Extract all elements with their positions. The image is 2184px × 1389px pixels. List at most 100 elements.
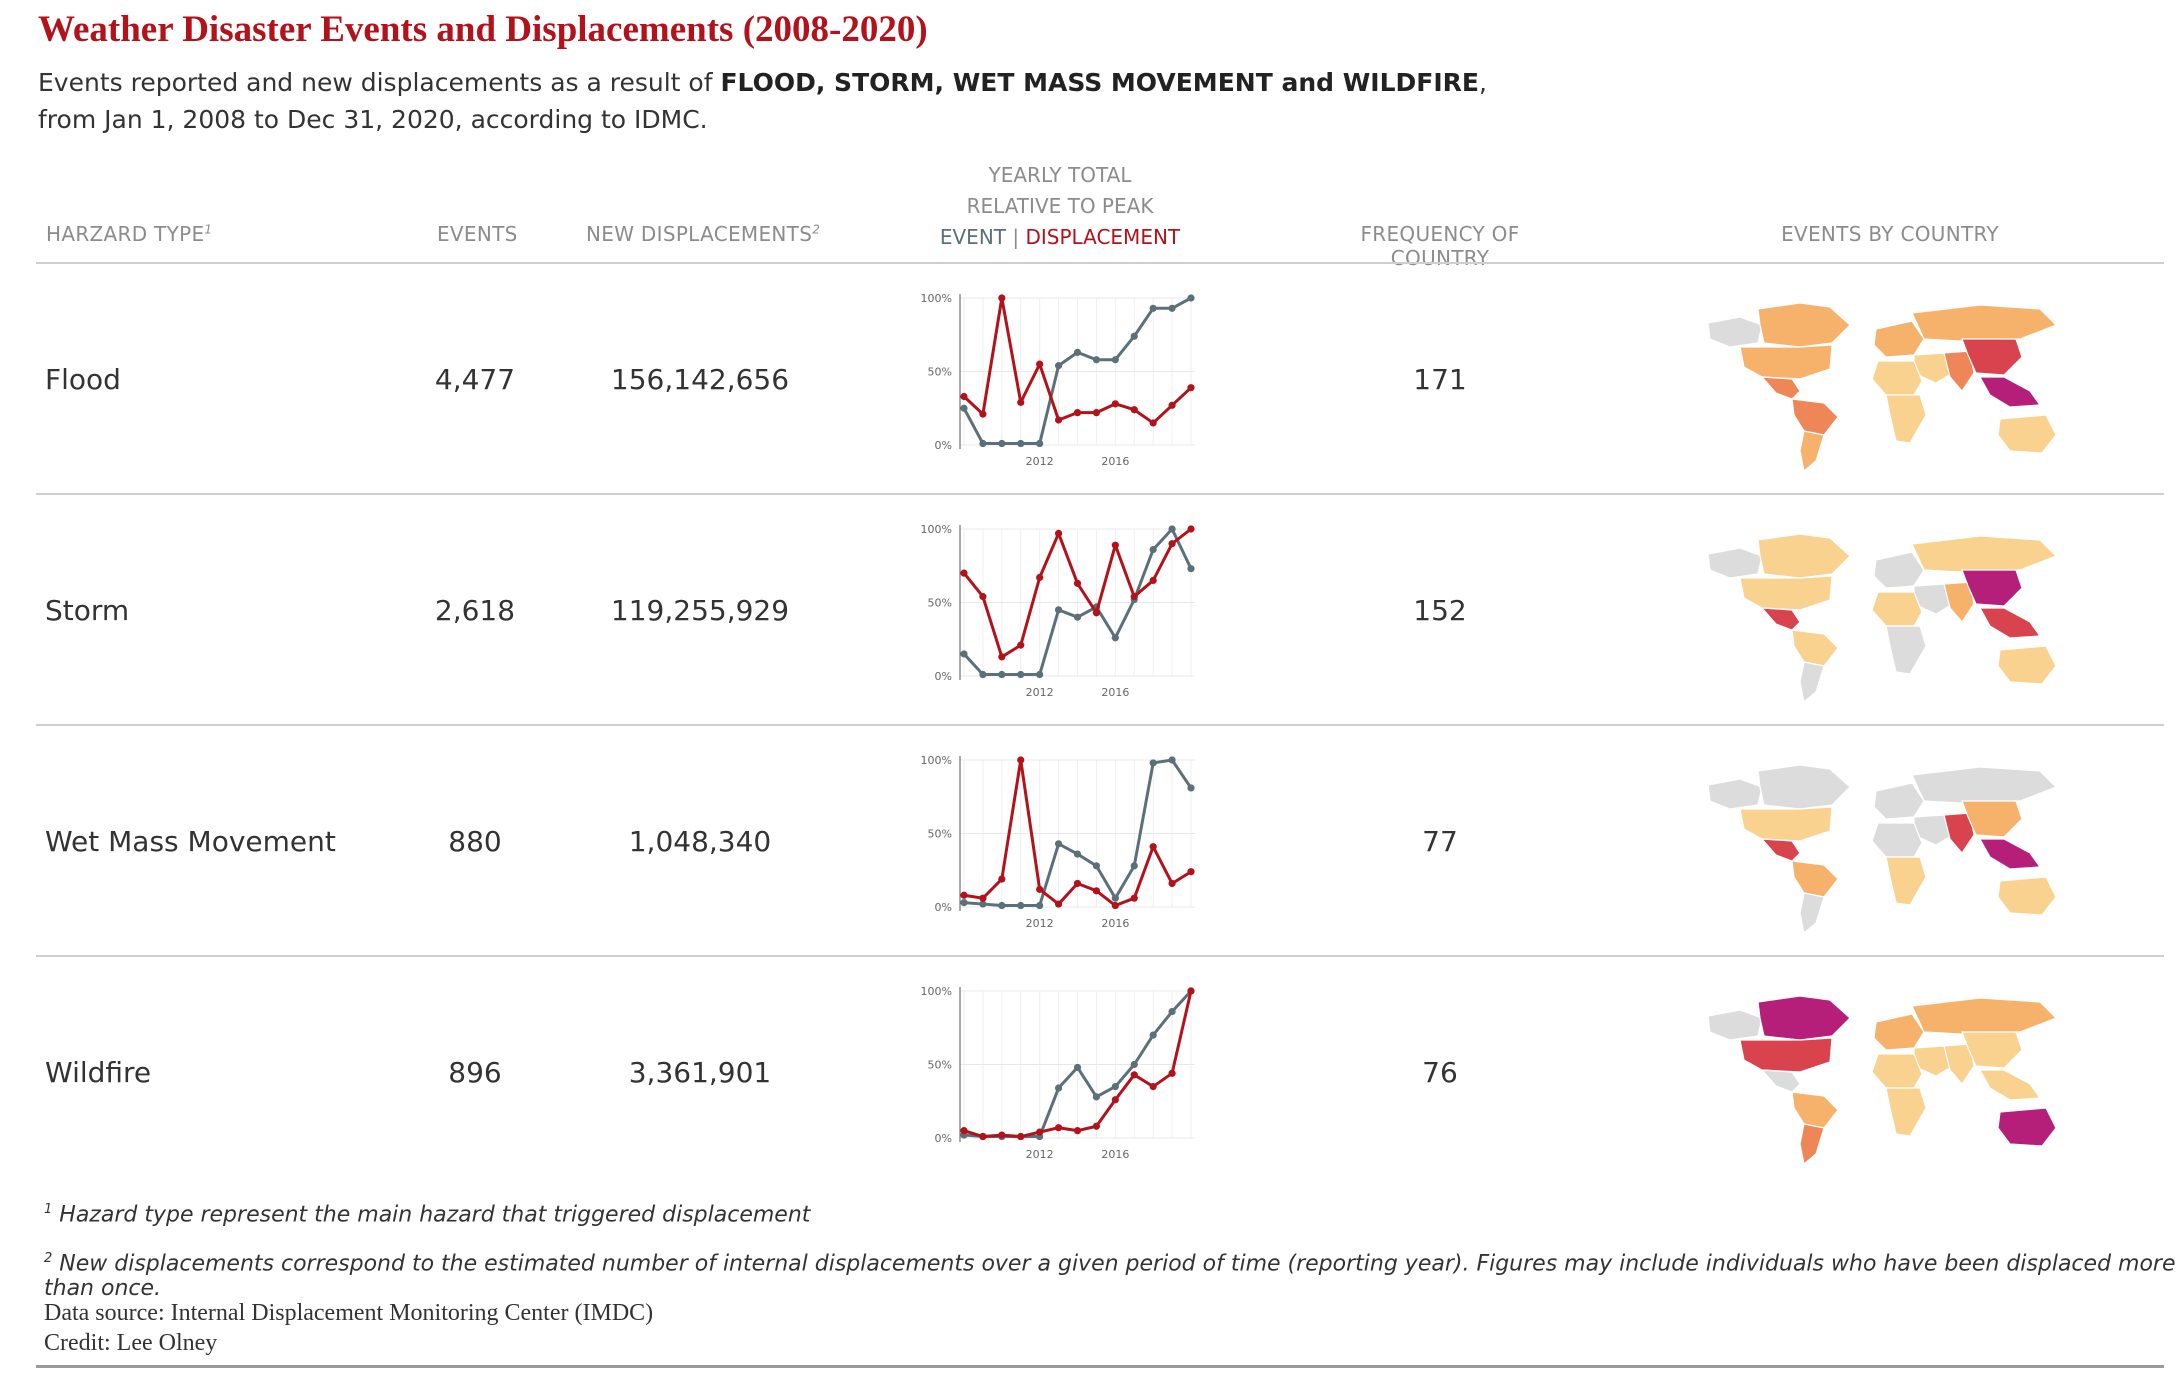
- new-displacements: 1,048,340: [628, 825, 772, 858]
- table-row: Wildfire 896 3,361,901 0% 50% 100% 2012 2016…: [0, 958, 2184, 1188]
- footnote-1-text: Hazard type represent the main hazard th…: [59, 1202, 811, 1228]
- subtitle-prefix: Events reported and new displacements as…: [38, 68, 721, 97]
- displacement-point: [1168, 540, 1176, 548]
- canada-region: [1757, 533, 1851, 579]
- event-point: [1073, 348, 1082, 356]
- header-displacements-label: NEW DISPLACEMENTS: [586, 222, 813, 246]
- displacement-point: [979, 1132, 987, 1141]
- y-tick-label: 50%: [928, 828, 952, 841]
- y-tick-label: 100%: [921, 985, 952, 998]
- australia-region: [1997, 414, 2057, 454]
- europe-region: [1873, 782, 1925, 820]
- displacement-point: [1092, 887, 1101, 895]
- event-point: [1187, 294, 1195, 302]
- displacement-point: [1017, 641, 1025, 649]
- displacement-point: [1187, 987, 1195, 995]
- y-tick-label: 50%: [928, 597, 952, 610]
- event-point: [998, 439, 1006, 448]
- event-point: [1054, 362, 1063, 370]
- displacement-point: [998, 1131, 1006, 1139]
- new-displacements: 3,361,901: [628, 1056, 772, 1089]
- displacement-point: [1054, 529, 1063, 538]
- displacement-point: [960, 569, 968, 577]
- displacement-point: [960, 891, 968, 899]
- south-america-south-region: [1799, 1123, 1825, 1166]
- displacement-point: [1149, 843, 1157, 851]
- sparkline-chart: 0% 50% 100% 2012 2016: [921, 523, 1195, 699]
- legend-separator: |: [1012, 225, 1020, 249]
- usa-region: [1739, 1037, 1833, 1073]
- events-count: 2,618: [434, 594, 516, 627]
- usa-region: [1739, 575, 1833, 611]
- russia-region: [1911, 997, 2058, 1035]
- table-row: Flood 4,477 156,142,656 0% 50% 100% 2012 201…: [0, 265, 2184, 495]
- event-point: [1168, 1007, 1176, 1016]
- north-africa-region: [1871, 360, 1923, 396]
- footnote-1-marker: 1: [44, 1202, 53, 1217]
- world-map: [1707, 995, 2058, 1166]
- event-point: [1092, 862, 1101, 870]
- x-tick-label: 2012: [1026, 686, 1054, 699]
- event-point: [1092, 1093, 1101, 1101]
- world-map: [1707, 533, 2058, 704]
- events-count: 896: [448, 1056, 502, 1089]
- event-point: [979, 439, 987, 448]
- displacement-point: [1092, 409, 1101, 417]
- new-displacements: 156,142,656: [610, 363, 790, 396]
- australia-region: [1997, 876, 2057, 916]
- displacement-point: [998, 653, 1006, 661]
- row-divider: [36, 724, 2164, 726]
- hazard-type: Wet Mass Movement: [45, 825, 336, 858]
- russia-region: [1911, 304, 2058, 342]
- x-tick-label: 2016: [1101, 917, 1129, 930]
- new-displacements: 119,255,929: [610, 594, 790, 627]
- displacement-point: [1149, 419, 1157, 427]
- displacement-point: [1073, 409, 1082, 417]
- displacement-point: [1187, 525, 1195, 533]
- displacement-point: [1111, 541, 1119, 549]
- table-row: Storm 2,618 119,255,929 0% 50% 100% 2012 201…: [0, 496, 2184, 726]
- event-point: [979, 900, 987, 908]
- credit: Credit: Lee Olney: [44, 1330, 218, 1356]
- footnote-2-marker: 2: [44, 1251, 53, 1266]
- displacement-point: [1054, 1124, 1063, 1132]
- displacement-point: [1130, 593, 1138, 601]
- china-region: [1961, 800, 2023, 838]
- x-tick-label: 2016: [1101, 1148, 1129, 1161]
- south-america-south-region: [1799, 430, 1825, 473]
- russia-region: [1911, 535, 2058, 573]
- y-tick-label: 100%: [921, 292, 952, 305]
- australia-region: [1997, 645, 2057, 685]
- displacement-point: [979, 410, 987, 418]
- south-asia-region: [1943, 581, 1975, 623]
- displacement-point: [1130, 406, 1138, 414]
- north-africa-region: [1871, 1053, 1923, 1089]
- alaska-region: [1707, 1009, 1763, 1041]
- legend-displacement: DISPLACEMENT: [1025, 225, 1181, 249]
- header-frequency: FREQUENCY OF COUNTRY: [1360, 222, 1520, 270]
- china-region: [1961, 1031, 2023, 1069]
- hazard-type: Storm: [45, 594, 130, 627]
- canada-region: [1757, 302, 1851, 348]
- event-point: [960, 650, 968, 658]
- displacement-point: [1149, 1082, 1157, 1091]
- event-point: [1168, 756, 1176, 764]
- data-source: Data source: Internal Displacement Monit…: [44, 1300, 654, 1326]
- page-title: Weather Disaster Events and Displacement…: [38, 9, 928, 50]
- event-point: [1054, 606, 1063, 614]
- event-point: [1054, 1084, 1063, 1092]
- header-hazard-type: HARZARD TYPE1: [46, 222, 212, 246]
- subtitle-suffix: ,: [1478, 68, 1487, 97]
- sparkline-chart: 0% 50% 100% 2012 2016: [921, 754, 1195, 930]
- event-point: [1054, 840, 1063, 848]
- displacement-point: [979, 894, 987, 902]
- event-point: [1149, 759, 1157, 767]
- event-point: [1111, 1082, 1119, 1091]
- y-tick-label: 0%: [935, 1132, 952, 1145]
- row-divider: [36, 955, 2164, 957]
- displacement-point: [1017, 1132, 1025, 1141]
- southeast-asia-region: [1978, 607, 2042, 639]
- y-tick-label: 50%: [928, 1059, 952, 1072]
- displacement-point: [979, 593, 987, 601]
- displacement-point: [1092, 1122, 1101, 1130]
